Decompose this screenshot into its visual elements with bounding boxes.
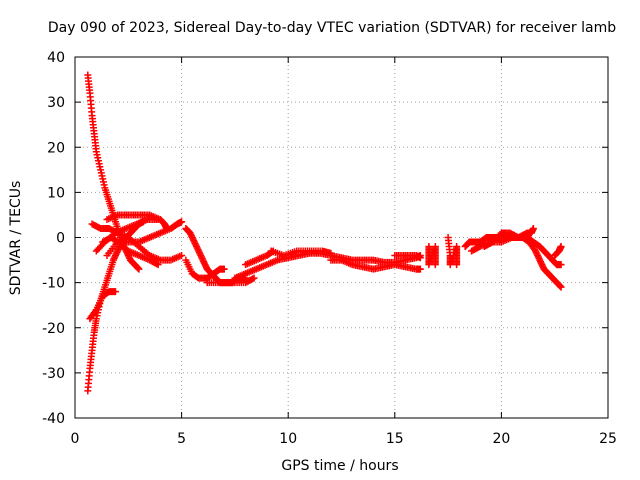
data-point (557, 261, 565, 269)
series-arc-21 (480, 224, 537, 251)
data-point (529, 224, 537, 232)
data-points (84, 71, 565, 395)
y-tick-label: -30 (42, 366, 65, 382)
data-point (557, 283, 565, 291)
data-point (178, 252, 186, 260)
data-point (249, 275, 257, 283)
x-axis-label: GPS time / hours (281, 458, 398, 474)
x-tick-label: 0 (71, 431, 80, 447)
data-point (135, 265, 143, 273)
y-tick-label: 30 (47, 95, 65, 111)
y-tick-label: 10 (47, 185, 65, 201)
series-arc-16 (391, 252, 424, 262)
series-arc-3 (86, 288, 120, 323)
data-point (327, 249, 335, 257)
x-tick-label: 5 (177, 431, 186, 447)
data-point (153, 260, 161, 268)
series-arc-17 (425, 243, 439, 269)
data-point (91, 307, 99, 315)
data-point (163, 224, 171, 232)
y-tick-label: -40 (42, 411, 65, 427)
data-point (416, 254, 424, 262)
y-tick-label: 0 (56, 231, 65, 247)
chart-title: Day 090 of 2023, Sidereal Day-to-day VTE… (48, 20, 616, 36)
data-point (112, 288, 120, 296)
series-arc-8 (103, 211, 171, 232)
data-point (154, 261, 162, 269)
x-tick-label: 20 (492, 431, 510, 447)
series-arc-15 (327, 256, 424, 273)
series-arc-20 (468, 234, 565, 291)
x-tick-label: 25 (599, 431, 617, 447)
series-arc-11 (203, 274, 258, 287)
data-point (453, 261, 461, 269)
data-point (475, 243, 483, 251)
y-axis-label: SDTVAR / TECUs (8, 181, 24, 296)
series-arc-7 (103, 218, 186, 260)
y-tick-label: -10 (42, 276, 65, 292)
data-point (178, 218, 186, 226)
x-tick-label: 10 (279, 431, 297, 447)
data-point (431, 261, 439, 269)
y-tick-label: 20 (47, 140, 65, 156)
series-arc-14 (267, 247, 335, 260)
data-point (557, 243, 565, 251)
series-arc-18 (444, 234, 461, 269)
x-tick-label: 15 (386, 431, 404, 447)
data-point (250, 274, 258, 282)
y-tick-label: -20 (42, 321, 65, 337)
y-tick-label: 40 (47, 50, 65, 66)
data-point (220, 265, 228, 273)
series-arc-22 (551, 243, 565, 260)
axis-ticks: 0 5 10 15 20 25 -40 -30 -20 -10 0 10 20 30 40 (42, 50, 617, 447)
data-point (416, 265, 424, 273)
